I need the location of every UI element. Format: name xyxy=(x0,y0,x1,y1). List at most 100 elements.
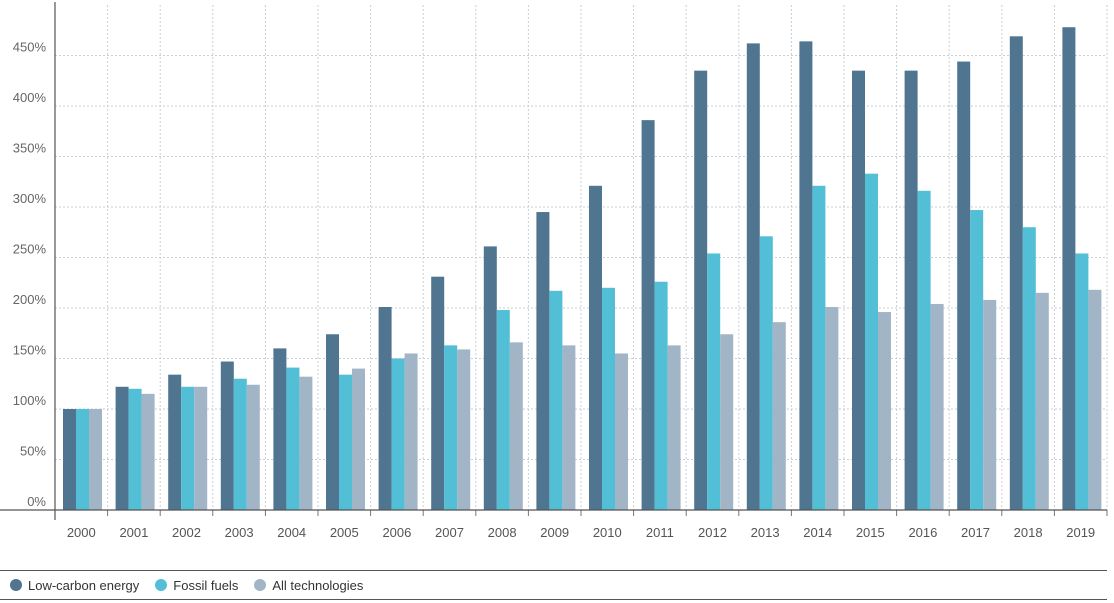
x-tick-label: 2002 xyxy=(172,525,201,540)
bar-low-carbon-energy-2009 xyxy=(536,212,550,511)
bar-all-technologies-2007 xyxy=(457,349,471,510)
bar-low-carbon-energy-2005 xyxy=(326,334,339,510)
legend-swatch xyxy=(10,579,22,591)
bar-all-technologies-2013 xyxy=(772,322,786,510)
bar-low-carbon-energy-2018 xyxy=(1009,36,1023,511)
bar-all-technologies-2016 xyxy=(930,303,944,510)
bar-fossil-fuels-2004 xyxy=(286,367,300,510)
bar-low-carbon-energy-2019 xyxy=(1062,27,1076,510)
bar-fossil-fuels-2011 xyxy=(654,281,668,510)
x-tick-label: 2008 xyxy=(488,525,517,540)
bar-low-carbon-energy-2000 xyxy=(63,409,76,510)
legend-label: Low-carbon energy xyxy=(28,577,140,593)
axes-layer xyxy=(0,2,1108,520)
bar-all-technologies-2015 xyxy=(878,312,891,510)
bar-low-carbon-energy-2010 xyxy=(589,185,602,511)
bar-fossil-fuels-2002 xyxy=(181,386,195,510)
x-tick-label: 2010 xyxy=(593,525,622,540)
bar-all-technologies-2008 xyxy=(509,342,523,510)
bar-fossil-fuels-2019 xyxy=(1075,253,1089,510)
bar-fossil-fuels-2008 xyxy=(496,310,510,510)
bar-low-carbon-energy-2011 xyxy=(641,120,655,510)
y-tick-label: 150% xyxy=(13,343,47,358)
y-tick-label: 450% xyxy=(13,40,47,55)
bar-all-technologies-2019 xyxy=(1088,289,1102,510)
bar-low-carbon-energy-2004 xyxy=(273,348,287,510)
y-tick-label: 100% xyxy=(13,393,47,408)
x-tick-label: 2007 xyxy=(435,525,464,540)
bar-all-technologies-2017 xyxy=(983,299,997,510)
bar-all-technologies-2004 xyxy=(299,376,313,510)
bar-low-carbon-energy-2013 xyxy=(746,43,760,510)
bar-fossil-fuels-2005 xyxy=(339,374,352,510)
x-tick-label: 2017 xyxy=(961,525,990,540)
bar-all-technologies-2001 xyxy=(141,393,155,510)
bar-fossil-fuels-2007 xyxy=(444,345,458,510)
bar-all-technologies-2002 xyxy=(194,386,208,510)
x-tick-label: 2005 xyxy=(330,525,359,540)
bar-low-carbon-energy-2012 xyxy=(694,70,708,511)
x-tick-label: 2004 xyxy=(277,525,306,540)
y-tick-label: 300% xyxy=(13,191,47,206)
bar-all-technologies-2018 xyxy=(1035,292,1049,510)
bar-all-technologies-2014 xyxy=(825,306,839,510)
x-tick-label: 2011 xyxy=(646,525,674,540)
bar-all-technologies-2003 xyxy=(246,384,260,510)
x-tick-label: 2013 xyxy=(751,525,780,540)
bar-fossil-fuels-2016 xyxy=(917,190,931,510)
bar-all-technologies-2000 xyxy=(89,409,102,510)
bar-all-technologies-2006 xyxy=(404,353,418,510)
bar-low-carbon-energy-2002 xyxy=(168,374,182,510)
legend-label: Fossil fuels xyxy=(173,577,239,593)
bar-fossil-fuels-2014 xyxy=(812,185,826,511)
x-tick-label: 2000 xyxy=(67,525,96,540)
legend: Low-carbon energy Fossil fuels All technol… xyxy=(0,570,1107,600)
bar-fossil-fuels-2010 xyxy=(602,287,615,510)
x-tick-label: 2019 xyxy=(1066,525,1095,540)
legend-item: Fossil fuels xyxy=(155,578,238,593)
bar-fossil-fuels-2017 xyxy=(970,210,984,510)
x-tick-label: 2015 xyxy=(856,525,885,540)
bar-low-carbon-energy-2007 xyxy=(431,276,445,510)
bar-fossil-fuels-2018 xyxy=(1022,227,1036,510)
bar-all-technologies-2012 xyxy=(720,334,734,510)
bar-low-carbon-energy-2014 xyxy=(799,41,813,511)
legend-label: All technologies xyxy=(272,577,364,593)
bar-all-technologies-2010 xyxy=(615,353,628,510)
y-tick-label: 400% xyxy=(13,90,47,105)
bar-low-carbon-energy-2008 xyxy=(483,246,497,510)
bar-low-carbon-energy-2006 xyxy=(378,306,392,510)
bar-all-technologies-2009 xyxy=(562,345,576,510)
x-tick-label: 2003 xyxy=(225,525,254,540)
y-tick-label: 250% xyxy=(13,242,47,257)
x-tick-label: 2012 xyxy=(698,525,727,540)
legend-item: Low-carbon energy xyxy=(10,578,139,593)
bar-fossil-fuels-2001 xyxy=(128,388,142,510)
bar-low-carbon-energy-2015 xyxy=(852,70,865,511)
legend-swatch xyxy=(155,579,168,591)
y-tick-label: 50% xyxy=(20,444,46,459)
ticks-layer: 0% 50% 100% 150% 200% 250% 300% 350% 400% 450% 200… xyxy=(13,40,1095,541)
x-tick-label: 2014 xyxy=(803,525,832,540)
x-tick-label: 2018 xyxy=(1014,525,1043,540)
bar-fossil-fuels-2009 xyxy=(549,290,563,510)
bar-fossil-fuels-2003 xyxy=(233,378,247,510)
bar-low-carbon-energy-2003 xyxy=(220,361,234,510)
y-tick-label: 350% xyxy=(13,141,47,156)
bar-low-carbon-energy-2016 xyxy=(904,70,918,511)
bar-fossil-fuels-2013 xyxy=(759,236,773,511)
bar-all-technologies-2005 xyxy=(352,368,365,510)
x-tick-label: 2016 xyxy=(908,525,937,540)
y-tick-label: 200% xyxy=(13,292,47,307)
y-tick-label: 0% xyxy=(27,494,46,509)
chart: 0% 50% 100% 150% 200% 250% 300% 350% 400% 450% 200… xyxy=(0,2,1108,541)
bar-fossil-fuels-2000 xyxy=(76,409,89,510)
bar-fossil-fuels-2006 xyxy=(391,358,405,510)
grid-layer xyxy=(55,5,1108,510)
bar-fossil-fuels-2015 xyxy=(865,173,878,511)
bar-low-carbon-energy-2017 xyxy=(957,61,971,511)
bars-layer xyxy=(63,27,1102,511)
x-tick-label: 2001 xyxy=(119,525,148,540)
bar-low-carbon-energy-2001 xyxy=(115,386,129,510)
x-tick-label: 2009 xyxy=(540,525,569,540)
